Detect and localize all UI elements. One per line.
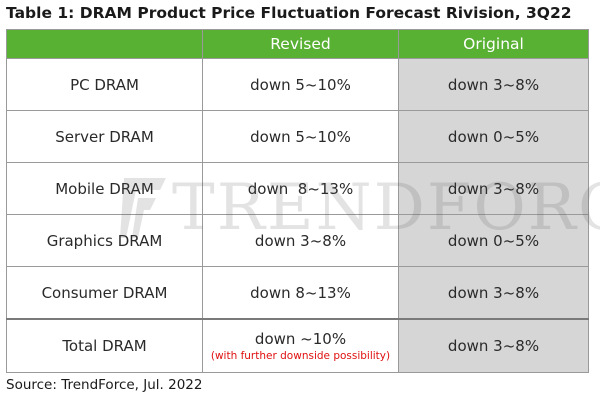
- original-value: down 3~8%: [398, 162, 589, 215]
- row-label: Graphics DRAM: [6, 214, 203, 267]
- original-value: down 0~5%: [398, 110, 589, 163]
- revised-value: down 5~10%: [202, 110, 399, 163]
- original-value: down 3~8%: [398, 266, 589, 320]
- revised-value: down 5~10%: [202, 58, 399, 111]
- header-revised: Revised: [202, 29, 399, 59]
- table-row: Server DRAM down 5~10% down 0~5%: [6, 110, 589, 163]
- table-row: Mobile DRAM down 8~13% down 3~8%: [6, 162, 589, 215]
- header-original: Original: [398, 29, 589, 59]
- price-forecast-table: Revised Original PC DRAM down 5~10% down…: [6, 29, 589, 373]
- total-revised-value: down ~10%: [254, 330, 347, 348]
- table-row: PC DRAM down 5~10% down 3~8%: [6, 58, 589, 111]
- revised-value: down 8~13%: [202, 162, 399, 215]
- table-row: Consumer DRAM down 8~13% down 3~8%: [6, 266, 589, 320]
- revised-value: down 3~8%: [202, 214, 399, 267]
- row-label: PC DRAM: [6, 58, 203, 111]
- header-corner-cell: [6, 29, 203, 59]
- source-note: Source: TrendForce, Jul. 2022: [6, 377, 203, 393]
- revised-value: down 8~13%: [202, 266, 399, 320]
- row-label: Mobile DRAM: [6, 162, 203, 215]
- total-row: Total DRAM down ~10% (with further downs…: [6, 318, 589, 373]
- row-label: Server DRAM: [6, 110, 203, 163]
- total-revised-cell: down ~10% (with further downside possibi…: [202, 318, 399, 373]
- original-value: down 3~8%: [398, 58, 589, 111]
- table-row: Graphics DRAM down 3~8% down 0~5%: [6, 214, 589, 267]
- original-value: down 0~5%: [398, 214, 589, 267]
- table-title: Table 1: DRAM Product Price Fluctuation …: [6, 4, 572, 22]
- total-label: Total DRAM: [6, 318, 203, 373]
- downside-note: (with further downside possibility): [210, 350, 391, 362]
- row-label: Consumer DRAM: [6, 266, 203, 320]
- price-forecast-table-container: Revised Original PC DRAM down 5~10% down…: [6, 29, 589, 373]
- total-original-value: down 3~8%: [398, 318, 589, 373]
- table-header-row: Revised Original: [6, 29, 589, 59]
